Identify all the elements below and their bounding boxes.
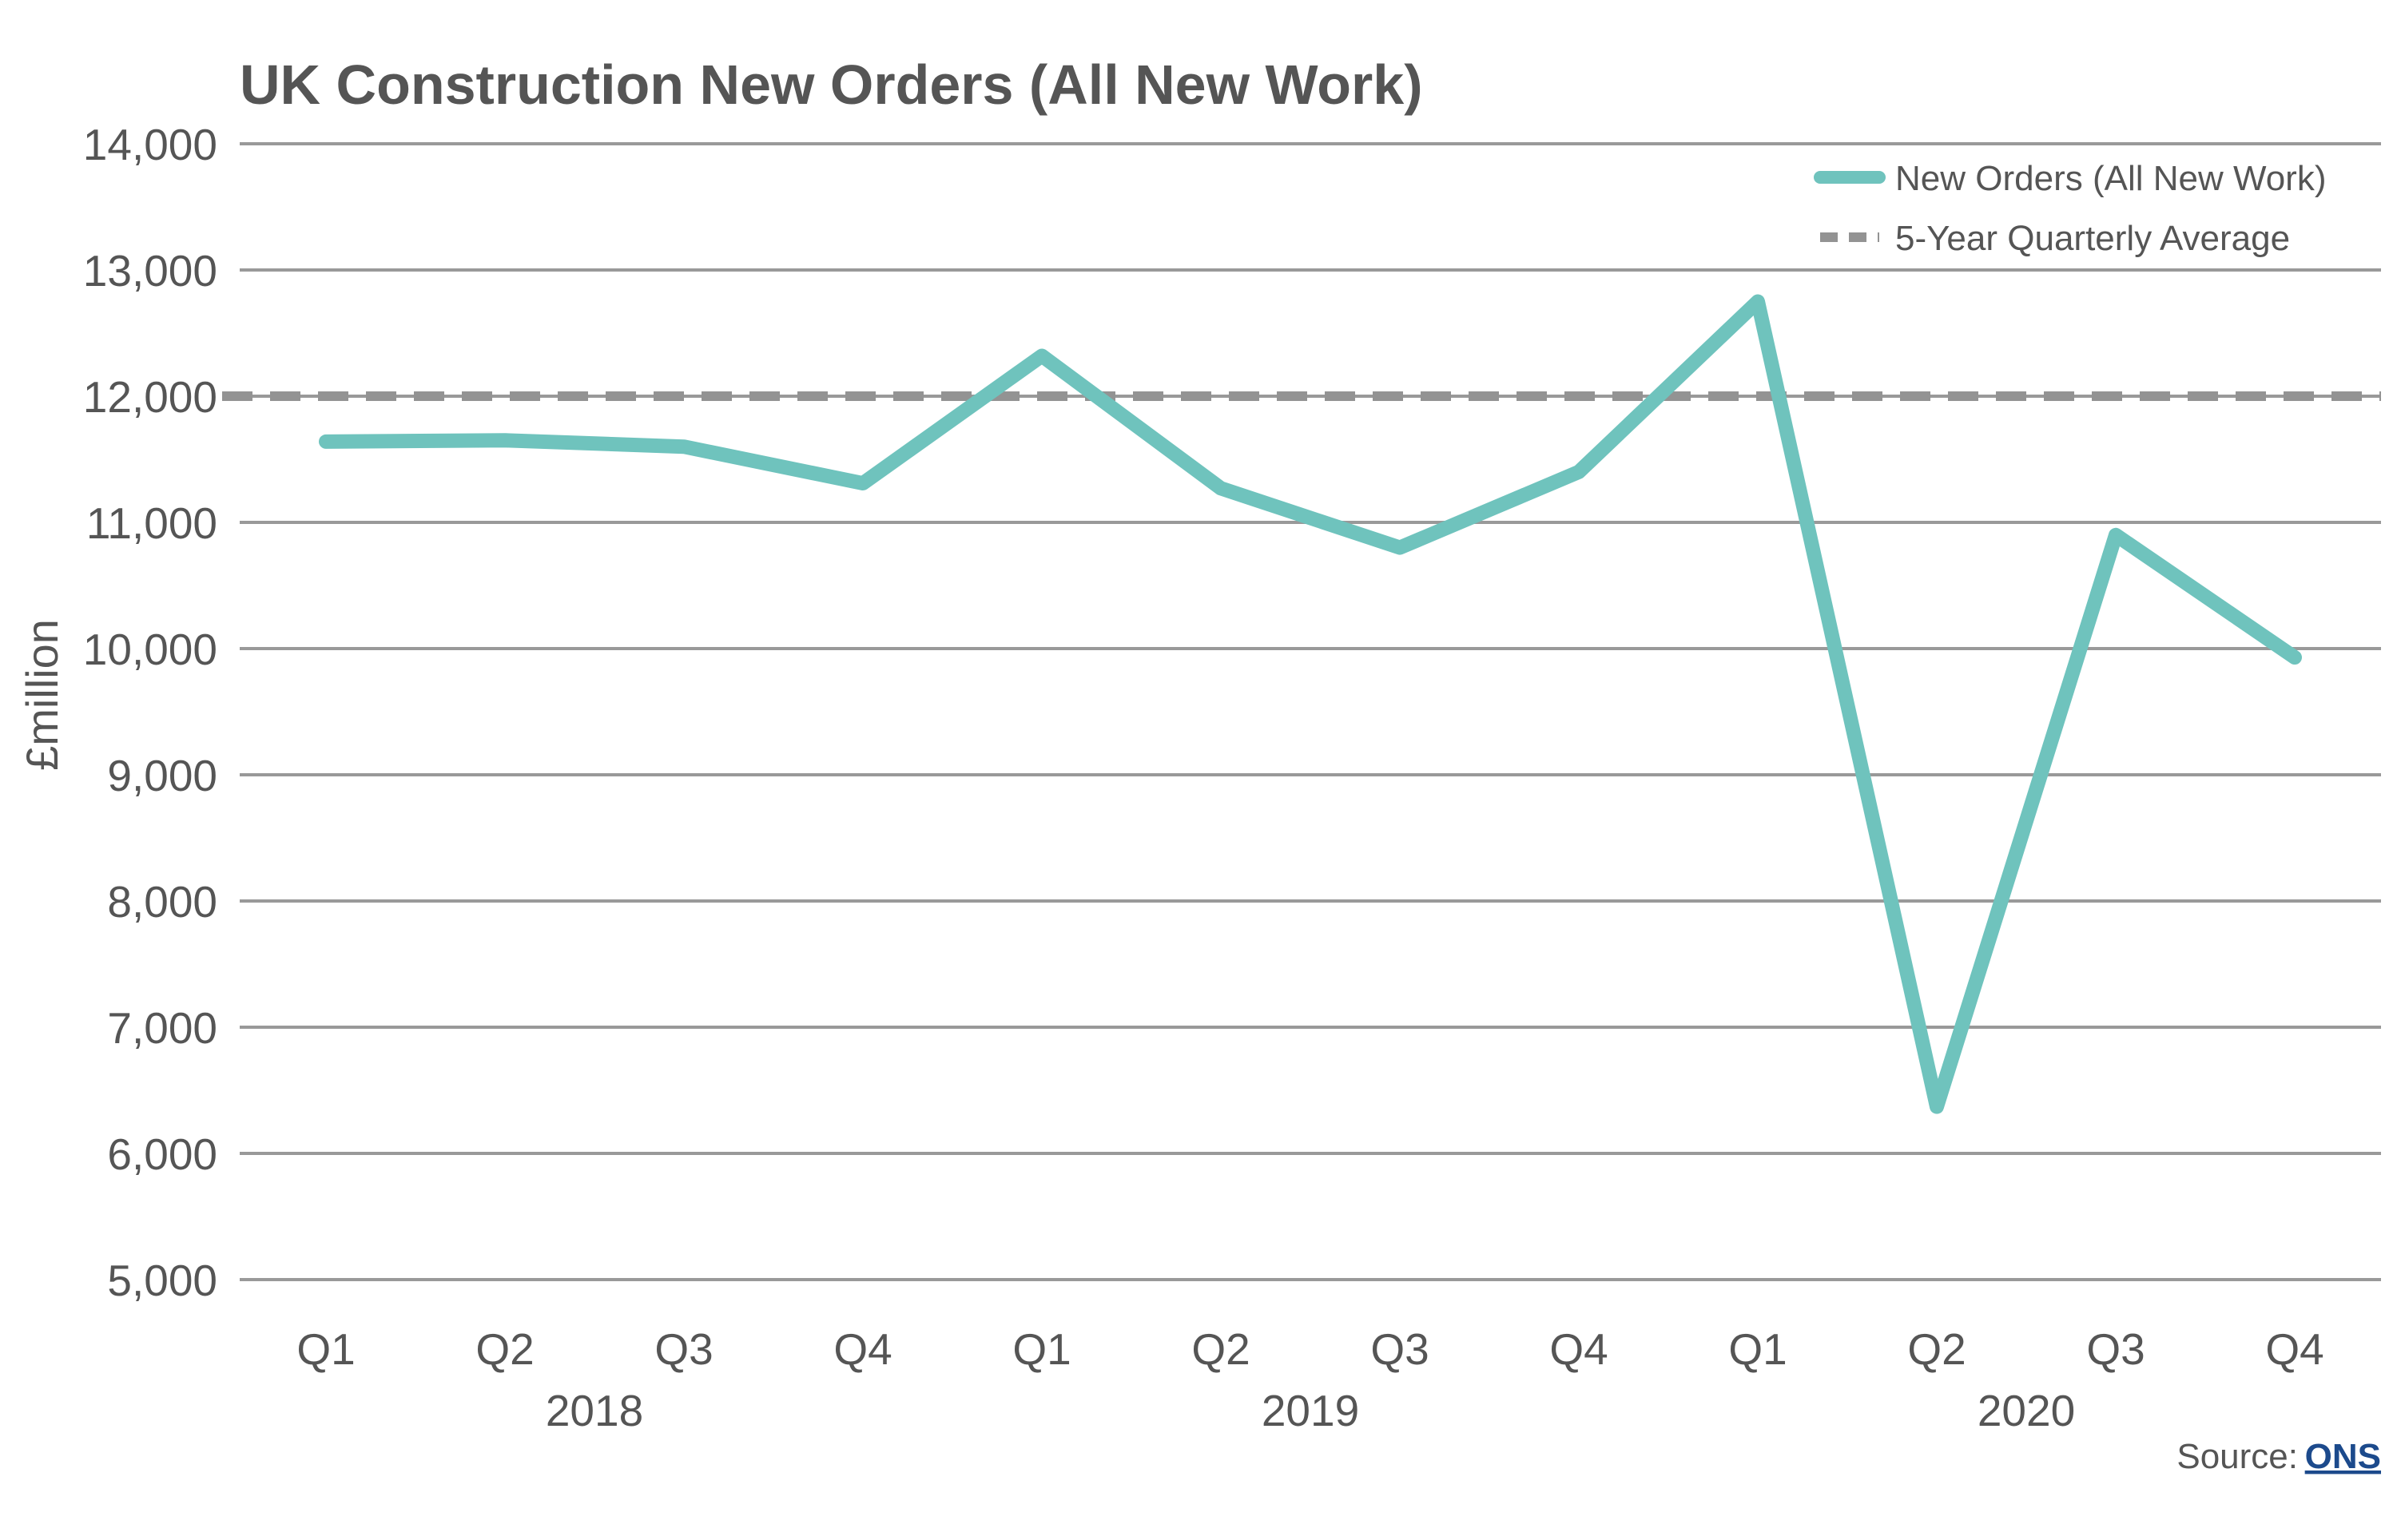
data-point <box>1399 546 1401 549</box>
data-point <box>2294 657 2296 659</box>
data-point <box>1220 487 1222 490</box>
x-tick-label: Q3 <box>1370 1324 1429 1374</box>
data-point <box>325 440 327 443</box>
y-tick-label: 8,000 <box>107 877 217 927</box>
y-tick-label: 12,000 <box>83 372 217 422</box>
year-label: 2020 <box>1978 1386 2075 1435</box>
data-point <box>1757 300 1759 303</box>
legend-label-average: 5-Year Quarterly Average <box>1895 219 2290 258</box>
data-point <box>1578 470 1580 473</box>
data-point <box>2115 534 2117 536</box>
y-tick-label: 9,000 <box>107 751 217 800</box>
source-note: Source: ONS <box>2176 1437 2381 1476</box>
x-tick-label: Q3 <box>2086 1324 2145 1374</box>
x-tick-label: Q4 <box>1549 1324 1608 1374</box>
data-point <box>1041 355 1043 357</box>
y-tick-label: 7,000 <box>107 1003 217 1053</box>
series-group <box>222 294 2381 1114</box>
year-label: 2018 <box>546 1386 643 1435</box>
legend-label-new-orders: New Orders (All New Work) <box>1895 159 2326 198</box>
y-tick-label: 6,000 <box>107 1129 217 1179</box>
gridlines <box>240 142 2381 1281</box>
chart-title: UK Construction New Orders (All New Work… <box>240 54 1423 116</box>
x-tick-label: Q1 <box>1728 1324 1787 1374</box>
x-tick-label: Q1 <box>296 1324 355 1374</box>
x-tick-label: Q4 <box>2265 1324 2323 1374</box>
y-tick-label: 13,000 <box>83 246 217 296</box>
series-line-new-orders <box>319 294 2302 1114</box>
x-axis-ticks: Q1 Q2 Q3 Q4 Q1 Q2 Q3 Q4 Q1 Q2 Q3 Q4 <box>296 1324 2323 1374</box>
y-axis-label: £million <box>17 619 67 771</box>
source-label: Source: <box>2176 1437 2298 1476</box>
data-point <box>1936 1105 1938 1108</box>
y-tick-label: 5,000 <box>107 1256 217 1305</box>
x-tick-label: Q2 <box>475 1324 534 1374</box>
legend: New Orders (All New Work) 5-Year Quarter… <box>1814 159 2326 258</box>
y-tick-label: 11,000 <box>86 498 217 548</box>
x-tick-label: Q1 <box>1012 1324 1071 1374</box>
data-point <box>504 439 506 442</box>
y-axis-ticks: 5,000 6,000 7,000 8,000 9,000 10,000 11,000 12,… <box>83 120 217 1305</box>
x-tick-label: Q4 <box>833 1324 892 1374</box>
source-link[interactable]: ONS <box>2305 1437 2381 1476</box>
y-tick-label: 14,000 <box>83 120 217 169</box>
year-label: 2019 <box>1262 1386 1359 1435</box>
data-point <box>683 446 685 448</box>
x-tick-label: Q2 <box>1191 1324 1250 1374</box>
x-axis-years: 2018 2019 2020 <box>546 1386 2075 1435</box>
x-tick-label: Q3 <box>654 1324 713 1374</box>
x-tick-label: Q2 <box>1907 1324 1966 1374</box>
y-tick-label: 10,000 <box>83 625 217 674</box>
data-point <box>862 482 864 485</box>
